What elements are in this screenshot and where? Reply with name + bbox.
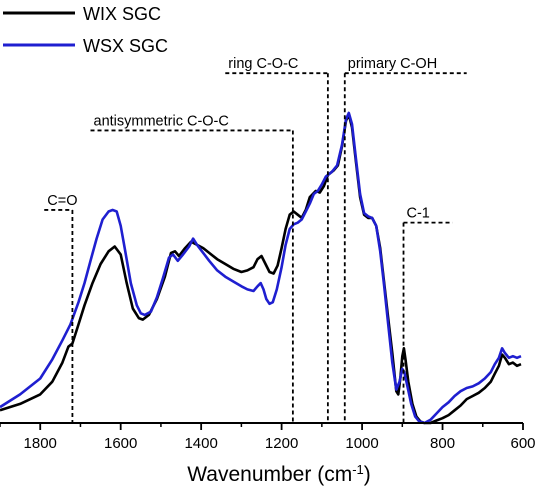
x-axis-title: Wavenumber (cm-1) — [187, 462, 371, 487]
x-axis-unit-exponent: -1 — [352, 462, 364, 477]
x-axis: 1800 1600 1400 1200 1000 800 600 — [0, 422, 536, 452]
x-tick-label-4: 1200 — [265, 435, 298, 452]
x-tick-label-5: 1000 — [345, 435, 378, 452]
series-line-2 — [0, 111, 522, 425]
legend: WIX SGC WSX SGC — [3, 4, 168, 56]
x-tick-label-6: 800 — [430, 435, 455, 452]
legend-label-2: WSX SGC — [83, 36, 168, 56]
legend-label-1: WIX SGC — [83, 4, 161, 24]
annotation-layer: C=O antisymmetric C-O-C ring C-O-C primary … — [44, 56, 467, 423]
x-axis-title-text: Wavenumber — [187, 463, 311, 486]
series-line-1 — [0, 113, 522, 425]
annotation-label-5: C-1 — [407, 206, 430, 222]
series-layer — [0, 111, 522, 425]
x-axis-unit-base: cm — [324, 463, 352, 486]
annotation-label-4: primary C-OH — [348, 56, 437, 72]
annotation-label-3: ring C-O-C — [228, 56, 298, 72]
annotation-label-1: C=O — [47, 193, 77, 209]
x-tick-label-2: 1600 — [104, 435, 137, 452]
x-tick-label-3: 1400 — [184, 435, 217, 452]
x-axis-unit-open: ( — [311, 463, 324, 486]
annotation-label-2: antisymmetric C-O-C — [94, 113, 229, 129]
x-tick-label-1: 1800 — [24, 435, 57, 452]
x-tick-label-7: 600 — [510, 435, 535, 452]
x-axis-unit-close: ) — [364, 463, 371, 486]
